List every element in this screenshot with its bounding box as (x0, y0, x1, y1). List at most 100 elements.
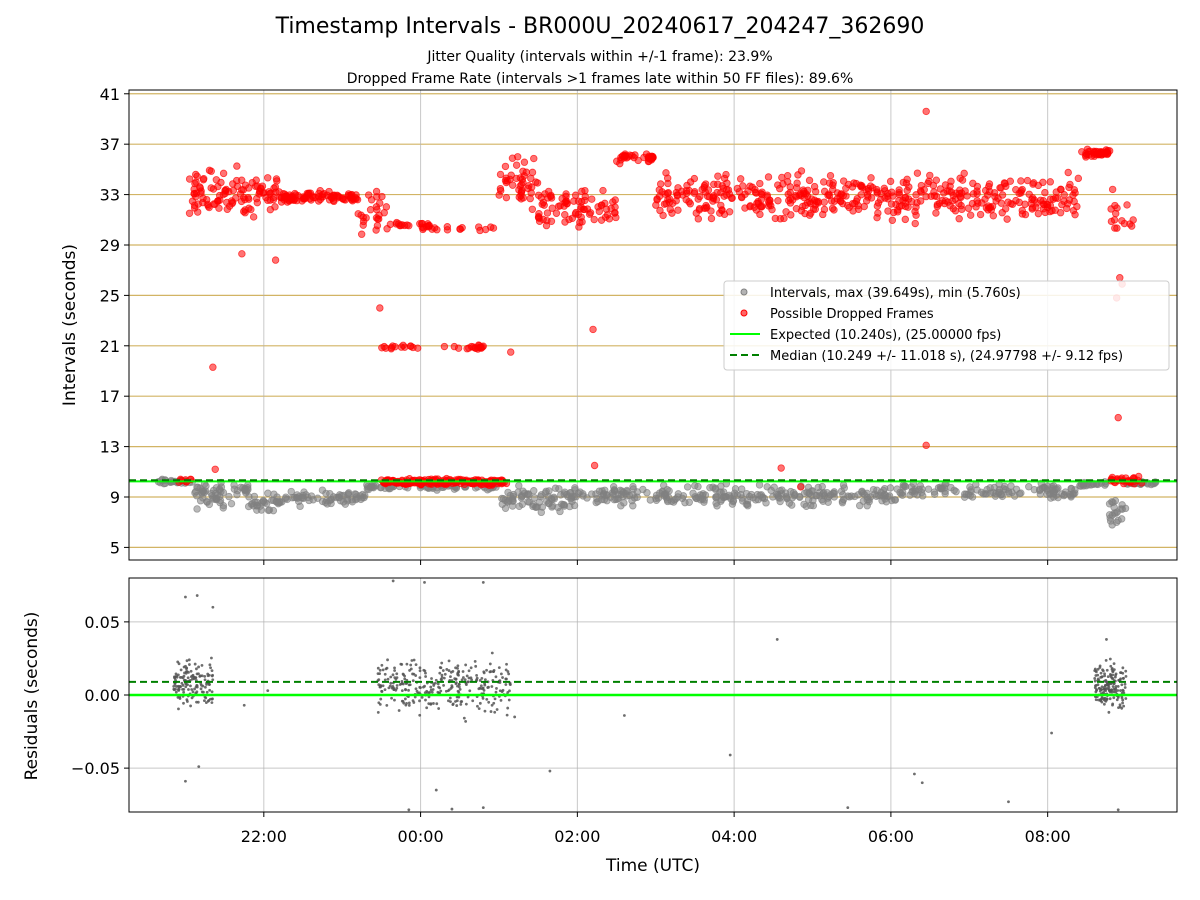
dropped-frame-point (588, 195, 596, 203)
interval-point (230, 485, 239, 493)
dropped-frame-point (590, 215, 598, 224)
residual-point (403, 677, 407, 681)
residual-point (383, 678, 387, 682)
residual-point (490, 651, 494, 655)
residual-point (1113, 675, 1117, 679)
residual-point (846, 806, 850, 810)
residual-point (432, 682, 436, 686)
dropped-frame-point (233, 162, 241, 170)
residual-point (384, 667, 388, 671)
residual-point (438, 666, 442, 669)
residual-point (418, 666, 422, 670)
residual-point (450, 685, 454, 689)
residual-point (418, 713, 422, 717)
interval-point (891, 496, 899, 504)
dropped-frame-point (561, 218, 569, 226)
residual-point (180, 681, 184, 685)
residual-point (393, 698, 396, 702)
interval-point (658, 487, 667, 495)
residual-point (441, 669, 445, 672)
residual-point (1105, 668, 1109, 672)
dropped-frame-point (911, 219, 919, 228)
dropped-frame-point (265, 188, 273, 196)
residual-point (1121, 666, 1125, 670)
interval-point (916, 482, 924, 490)
dropped-frame-point (867, 174, 875, 182)
interval-point (763, 483, 771, 491)
residual-point (185, 698, 189, 702)
residual-point (430, 690, 434, 694)
residual-point (481, 696, 485, 700)
dropped-frame-point (916, 187, 925, 195)
residual-point (451, 703, 455, 707)
residual-point (385, 704, 389, 707)
dropped-frame-point (264, 174, 272, 182)
residual-point (185, 659, 189, 663)
residual-point (209, 666, 212, 670)
residual-point (184, 779, 187, 783)
residual-point (412, 658, 416, 662)
residual-point (181, 683, 185, 687)
interval-point (351, 490, 359, 498)
dropped-frame-point (1034, 209, 1043, 218)
residual-point (460, 678, 464, 682)
interval-point (1048, 484, 1056, 493)
dropped-frame-point (1041, 188, 1049, 197)
dropped-frame-point (458, 224, 466, 232)
dropped-frame-point (1012, 186, 1020, 194)
dropped-frame-point (1039, 205, 1048, 213)
interval-point (217, 487, 225, 496)
dropped-frame-point (366, 206, 375, 214)
interval-point (839, 491, 847, 499)
residual-point (196, 700, 200, 704)
interval-point (839, 481, 848, 489)
residual-point (205, 690, 209, 694)
residual-point (407, 683, 411, 687)
dropped-frame-point (913, 169, 922, 177)
dropped-frame-point (713, 180, 722, 188)
residual-point (1111, 677, 1115, 680)
bottom-plot-axes: −0.05 0.00 0.05 22:00 00:00 02:00 04:00 06:00 08… (71, 613, 1071, 846)
residual-point (199, 674, 202, 678)
dropped-frame-point (190, 201, 199, 210)
residual-point (205, 683, 208, 686)
interval-point (696, 496, 705, 504)
interval-point (879, 486, 888, 495)
residual-point (1099, 675, 1103, 679)
residual-point (428, 690, 431, 694)
residual-point (176, 660, 180, 664)
dropped-frame-point (717, 201, 725, 210)
residual-point (386, 658, 389, 662)
dropped-frame-point (820, 178, 828, 186)
dropped-frame-point (723, 185, 731, 194)
interval-point (269, 506, 278, 515)
interval-point (334, 493, 343, 501)
dropped-frame-point (528, 205, 537, 213)
dropped-frame-point (196, 183, 204, 191)
dropped-frame-point (400, 221, 409, 230)
top-y-tick-label: 41 (100, 85, 120, 104)
dropped-frame-point (558, 194, 566, 203)
dropped-frame-point (496, 170, 505, 179)
dropped-frame-point (947, 177, 955, 186)
interval-point (787, 487, 795, 496)
interval-point (309, 496, 317, 504)
dropped-frame-point (535, 214, 543, 223)
dropped-frame-point (526, 194, 534, 203)
residual-point (1097, 686, 1101, 690)
residual-point (178, 685, 182, 688)
residual-point (1103, 674, 1107, 678)
dropped-frame-point (508, 154, 517, 162)
dropped-frame-point (984, 202, 993, 210)
dropped-frame-point (212, 176, 221, 184)
dropped-frame-point (271, 256, 280, 264)
dropped-frame-point (273, 177, 281, 185)
residual-point (505, 713, 509, 717)
residual-point (393, 676, 397, 680)
dropped-frame-point (578, 218, 586, 226)
dropped-frame-point (989, 212, 998, 220)
dropped-frame-point (225, 202, 234, 210)
dropped-frame-point (562, 190, 570, 198)
dropped-frame-point (522, 168, 531, 176)
top-plot-y-label: Intervals (seconds) (60, 244, 80, 406)
